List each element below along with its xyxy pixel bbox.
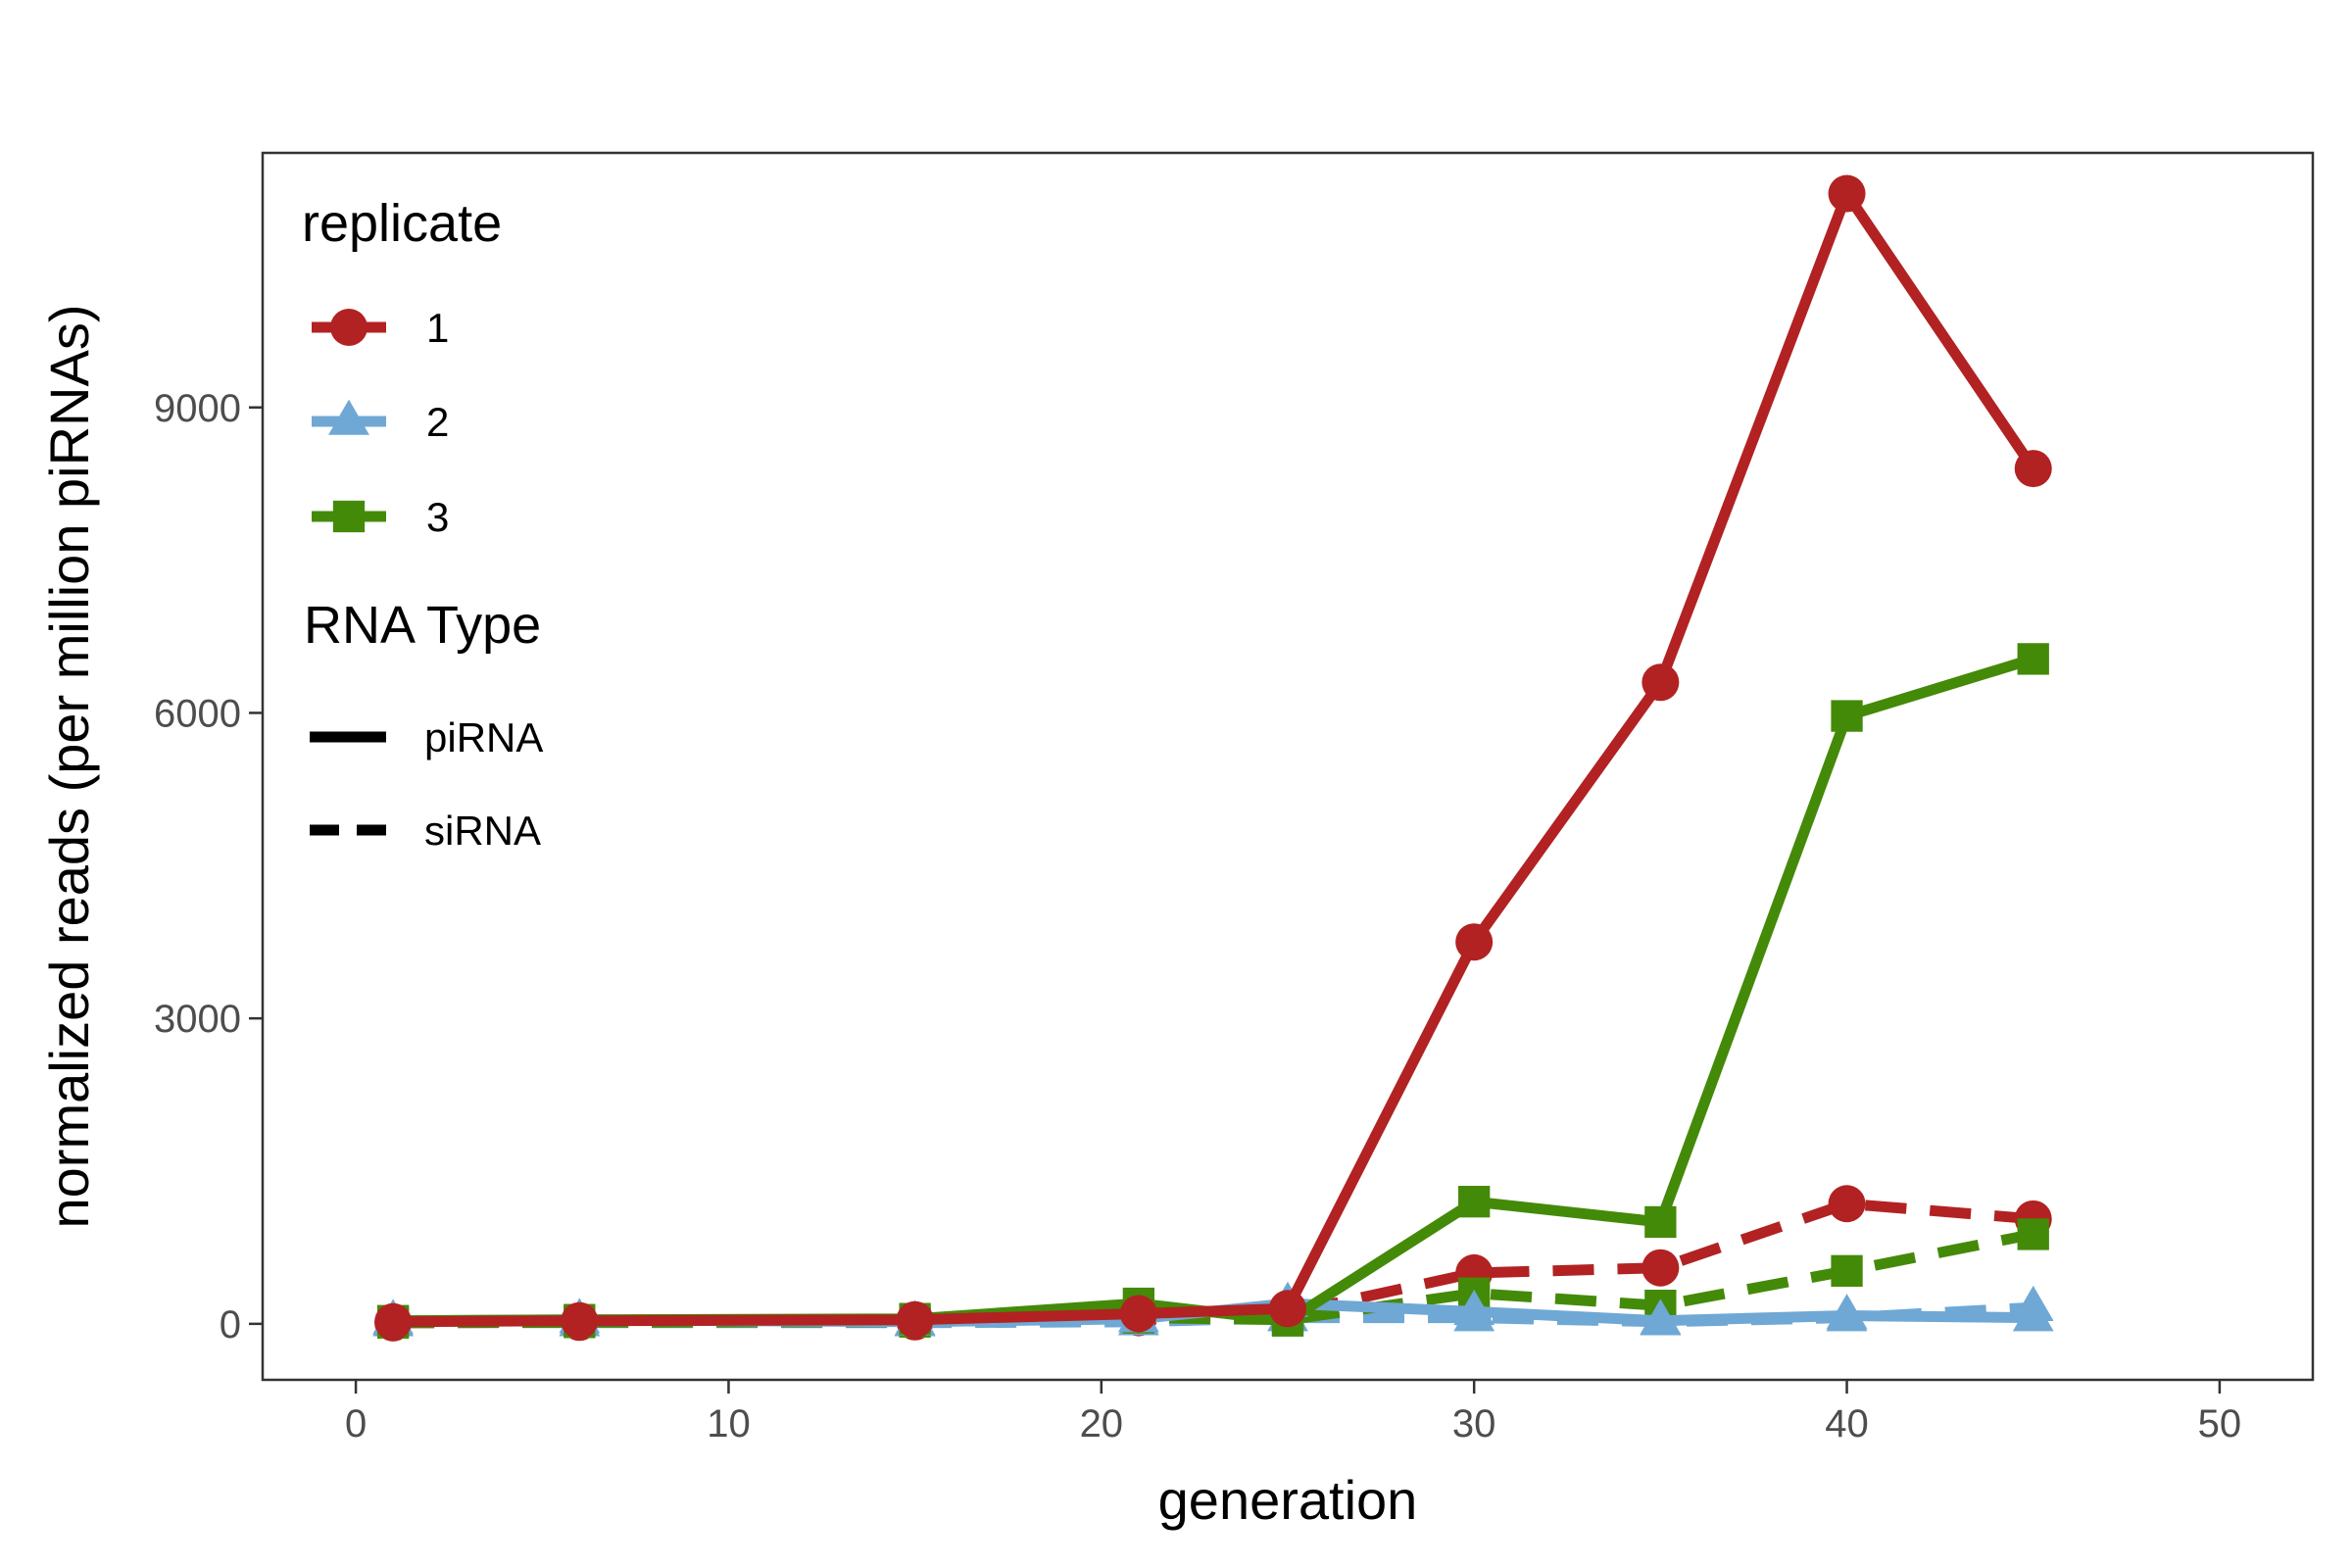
data-point xyxy=(1826,1294,1868,1330)
plot-background xyxy=(263,153,2313,1380)
legend-title-rna-type: RNA Type xyxy=(304,596,541,655)
data-point xyxy=(2017,643,2049,675)
legend: replicate RNA Type 1 2 3 piRNA siRNA xyxy=(302,194,543,854)
data-point xyxy=(2017,1218,2049,1250)
data-point xyxy=(1642,1249,1680,1287)
x-tick-label: 30 xyxy=(1452,1402,1496,1446)
legend-key-marker xyxy=(330,309,368,346)
series-layer xyxy=(372,174,2054,1342)
data-point xyxy=(1831,1254,1863,1287)
data-point xyxy=(1640,1298,1682,1335)
data-point xyxy=(896,1300,934,1339)
data-point xyxy=(1828,174,1866,213)
y-tick-label: 9000 xyxy=(154,387,241,430)
x-axis: 0 10 20 30 40 50 xyxy=(345,1380,2241,1446)
legend-label-replicate: 1 xyxy=(426,305,449,351)
data-point xyxy=(1453,1290,1495,1326)
x-tick-label: 0 xyxy=(345,1402,367,1446)
plot-border xyxy=(261,151,2315,1382)
legend-label-rna-type: piRNA xyxy=(424,714,543,760)
data-point xyxy=(374,1302,413,1341)
data-point xyxy=(1458,1186,1491,1218)
series-r1-piRNA xyxy=(374,174,2052,1341)
legend-label-rna-type: siRNA xyxy=(424,808,541,854)
y-axis: 0 3000 6000 9000 xyxy=(154,387,263,1347)
data-point xyxy=(1269,1290,1306,1328)
data-point xyxy=(1119,1295,1157,1333)
data-point xyxy=(1455,923,1494,961)
x-tick-label: 50 xyxy=(2198,1402,2242,1446)
x-tick-label: 40 xyxy=(1825,1402,1869,1446)
x-tick-label: 20 xyxy=(1080,1402,1124,1446)
x-axis-title: generation xyxy=(1158,1469,1418,1531)
data-point xyxy=(2012,1296,2054,1332)
y-tick-label: 0 xyxy=(220,1303,241,1347)
legend-label-replicate: 3 xyxy=(426,494,449,540)
data-point xyxy=(1642,663,1680,702)
y-tick-label: 6000 xyxy=(154,692,241,735)
y-tick-label: 3000 xyxy=(154,998,241,1041)
data-point xyxy=(561,1301,599,1340)
legend-label-replicate: 2 xyxy=(426,399,449,445)
legend-key-marker xyxy=(332,500,366,533)
legend-title-replicate: replicate xyxy=(302,194,502,253)
data-point xyxy=(1828,1185,1866,1223)
y-axis-title: normalized reads (per million piRNAs) xyxy=(38,305,100,1229)
legend-key-marker xyxy=(328,399,369,435)
x-tick-label: 10 xyxy=(707,1402,751,1446)
data-point xyxy=(2014,450,2052,488)
data-point xyxy=(1644,1205,1677,1239)
data-point xyxy=(1831,700,1863,732)
